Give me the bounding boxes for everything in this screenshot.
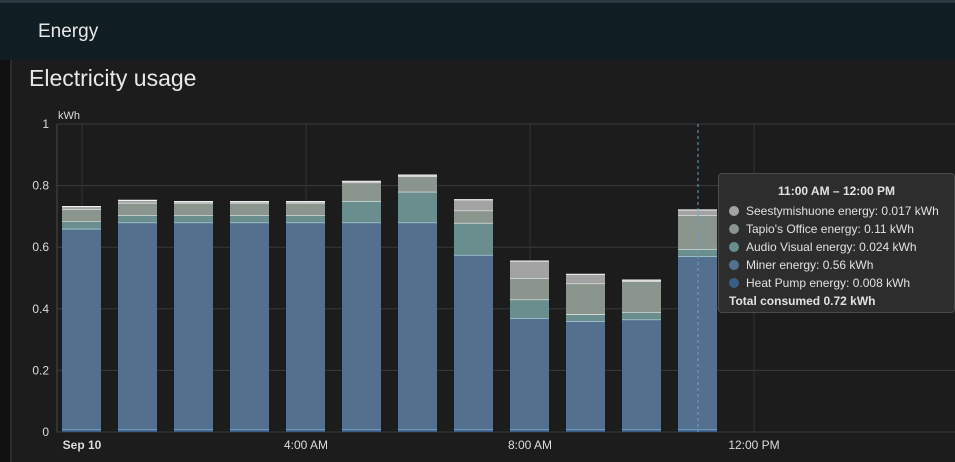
tooltip-title: 11:00 AM – 12:00 PM (778, 184, 895, 198)
bar-segment (622, 281, 661, 313)
x-tick-label: 12:00 PM (728, 438, 779, 452)
bar-segment (118, 200, 157, 203)
bar-segment (566, 321, 605, 430)
x-tick-label: Sep 10 (63, 438, 102, 452)
top-app-bar: Energy (0, 0, 955, 60)
bar-segment (678, 209, 717, 216)
bar-segment (454, 222, 493, 255)
bar-segment (230, 222, 269, 430)
tooltip-row: Seestymishuone energy: 0.017 kWh (729, 202, 944, 220)
bar-segment (622, 280, 661, 282)
bar-segment (174, 215, 213, 223)
bar-segment (398, 191, 437, 223)
bar-segment (566, 429, 605, 432)
bar-segment (286, 429, 325, 432)
card-title: Electricity usage (29, 65, 197, 91)
bar-segment (342, 222, 381, 430)
bar-segment (230, 429, 269, 432)
bar-segment (454, 429, 493, 432)
bar-segment (398, 175, 437, 177)
bar-segment (62, 209, 101, 222)
bar-segment (174, 201, 213, 203)
bar-segment (118, 202, 157, 216)
x-tick-label: 8:00 AM (508, 438, 552, 452)
y-tick-label: 0.6 (32, 240, 49, 254)
bar-segment (286, 202, 325, 216)
tooltip-row-label: Seestymishuone energy: 0.017 kWh (746, 204, 939, 218)
bar-segment (286, 215, 325, 223)
bar-segment (174, 429, 213, 432)
bar-segment (622, 319, 661, 430)
bar-segment (454, 199, 493, 211)
bar-segment (230, 202, 269, 216)
bar-segment (174, 222, 213, 430)
tooltip-rows: Seestymishuone energy: 0.017 kWh Tapio's … (729, 202, 944, 292)
bar-segment (286, 222, 325, 430)
x-tick-label: 4:00 AM (284, 438, 328, 452)
bar-segment (342, 181, 381, 183)
bar-segment (566, 283, 605, 315)
bar-segment (286, 201, 325, 203)
bar-segment (62, 206, 101, 210)
tooltip-row: Miner energy: 0.56 kWh (729, 256, 944, 274)
bar-segment (62, 228, 101, 430)
legend-dot-icon (729, 260, 739, 270)
legend-dot-icon (729, 224, 739, 234)
tooltip-row: Tapio's Office energy: 0.11 kWh (729, 220, 944, 238)
y-tick-label: 0.8 (32, 179, 49, 193)
bar-segment (174, 202, 213, 216)
bar-segment (398, 176, 437, 192)
bar-segment (118, 222, 157, 430)
bar-segment (342, 429, 381, 432)
tooltip-total: Total consumed 0.72 kWh (729, 294, 876, 308)
bar-segment (566, 274, 605, 284)
bar-segment (342, 201, 381, 223)
y-tick-label: 0.4 (32, 302, 49, 316)
bar-segment (510, 429, 549, 432)
bar-segment (510, 278, 549, 300)
page-title: Energy (38, 21, 99, 42)
bar-segment (622, 312, 661, 320)
tooltip-row-label: Miner energy: 0.56 kWh (746, 258, 874, 272)
tooltip-row-label: Heat Pump energy: 0.008 kWh (746, 276, 911, 290)
bar-segment (398, 429, 437, 432)
bar-segment (510, 318, 549, 430)
bar-segment (454, 210, 493, 223)
tooltip-row-label: Tapio's Office energy: 0.11 kWh (746, 222, 914, 236)
tooltip-row: Heat Pump energy: 0.008 kWh (729, 274, 944, 292)
bar-segment (118, 215, 157, 223)
tooltip-row: Audio Visual energy: 0.024 kWh (729, 238, 944, 256)
bar-segment (230, 201, 269, 203)
bar-segment (342, 182, 381, 201)
tooltip-row-label: Audio Visual energy: 0.024 kWh (746, 240, 917, 254)
bar-segment (510, 299, 549, 319)
bar-segment (510, 261, 549, 278)
legend-dot-icon (729, 206, 739, 216)
legend-dot-icon (729, 242, 739, 252)
bar-segment (622, 429, 661, 432)
bar-segment (398, 222, 437, 430)
bar-segment (118, 429, 157, 432)
y-tick-label: 1 (42, 117, 49, 131)
bar-segment (454, 254, 493, 430)
bar-segment (62, 429, 101, 432)
y-tick-label: 0 (42, 425, 49, 439)
chart-tooltip: 11:00 AM – 12:00 PM Seestymishuone energ… (718, 173, 955, 313)
y-axis-label: kWh (58, 110, 80, 122)
bar-segment (230, 215, 269, 223)
bar-segment (566, 314, 605, 322)
legend-dot-icon (729, 278, 739, 288)
y-tick-label: 0.2 (32, 363, 49, 377)
bar-segment (62, 221, 101, 229)
